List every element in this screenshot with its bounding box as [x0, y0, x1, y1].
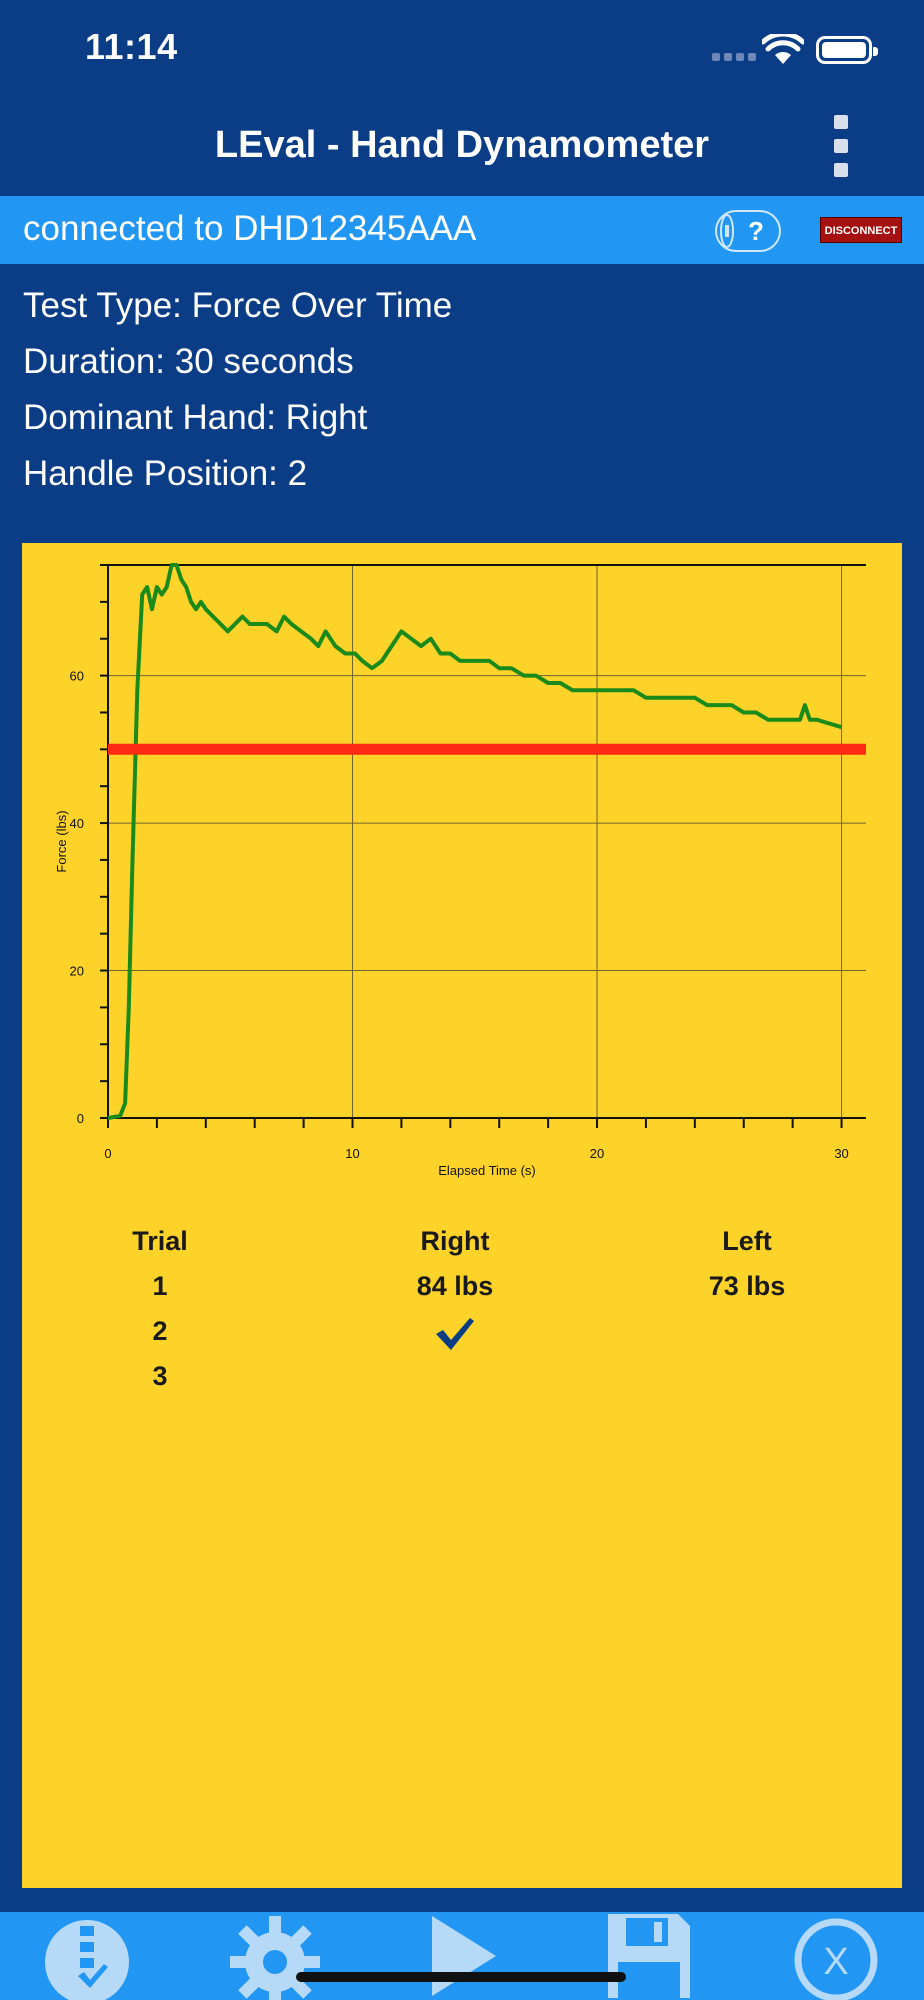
x-tick-label: 0: [104, 1146, 111, 1161]
tab-bar: X: [0, 1912, 924, 2000]
column-header-left: Left: [722, 1226, 772, 1256]
dominant-hand: Dominant Hand: Right: [23, 398, 368, 437]
trial-number: 2: [152, 1316, 168, 1346]
close-circle-icon[interactable]: X: [792, 1912, 880, 2000]
x-axis-label: Elapsed Time (s): [438, 1163, 536, 1178]
connection-status: connected to DHD12345AAA: [23, 209, 477, 248]
page-title: LEval - Hand Dynamometer: [214, 124, 710, 166]
force-over-time-chart: 0 10 20 30 0 20 40 60 Elapsed Time (s) Force (lbs…: [36, 553, 888, 1178]
connection-banner: connected to DHD12345AAA: [0, 196, 924, 264]
trial-number: 3: [152, 1361, 168, 1391]
kebab-menu-icon[interactable]: [826, 115, 856, 177]
help-icon[interactable]: ?: [714, 208, 784, 254]
y-tick-label: 40: [70, 816, 84, 831]
disconnect-button[interactable]: DISCONNECT: [820, 217, 902, 243]
wifi-icon: [762, 34, 804, 64]
y-axis-label: Force (lbs): [54, 810, 69, 872]
trial-number: 1: [152, 1271, 168, 1301]
right-result: 84 lbs: [416, 1271, 494, 1301]
navigation-bar: LEval - Hand Dynamometer: [0, 100, 924, 196]
battery-icon: [816, 36, 878, 64]
y-tick-label: 20: [70, 964, 84, 979]
x-tick-label: 20: [590, 1146, 604, 1161]
save-icon[interactable]: [606, 1912, 692, 2000]
test-list-icon[interactable]: [44, 1912, 130, 2000]
x-tick-label: 30: [834, 1146, 848, 1161]
svg-text:?: ?: [748, 216, 764, 246]
x-tick-label: 10: [345, 1146, 359, 1161]
status-bar: 11:14: [0, 0, 924, 100]
y-tick-label: 0: [77, 1111, 84, 1126]
handle-position: Handle Position: 2: [23, 454, 308, 493]
status-time: 11:14: [85, 26, 178, 67]
chart-plot-area: [36, 553, 888, 1178]
left-result: 73 lbs: [708, 1271, 786, 1301]
test-duration: Duration: 30 seconds: [23, 342, 354, 381]
column-header-trial: Trial: [132, 1226, 188, 1256]
cellular-signal-icon: [712, 53, 756, 61]
svg-text:X: X: [823, 1941, 848, 1983]
test-type: Test Type: Force Over Time: [23, 286, 453, 325]
y-tick-label: 60: [70, 669, 84, 684]
force-series-line: [107, 563, 843, 1120]
settings-gear-icon[interactable]: [230, 1912, 320, 2000]
column-header-right: Right: [420, 1226, 490, 1256]
checkmark-icon: [436, 1318, 474, 1350]
play-icon[interactable]: [428, 1912, 500, 2000]
home-indicator: [296, 1972, 626, 1982]
